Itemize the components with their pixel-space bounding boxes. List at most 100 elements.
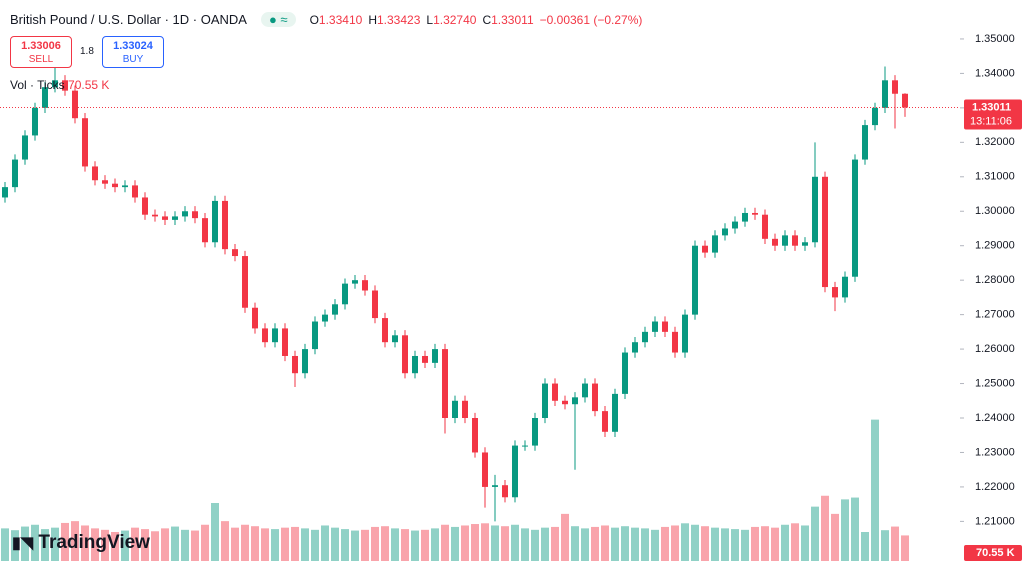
volume-bar [591, 526, 599, 561]
candle-body [572, 397, 578, 405]
volume-value: 70.55 K [68, 78, 110, 92]
volume-bar [661, 526, 669, 561]
candle-body [512, 445, 518, 498]
volume-bar [721, 528, 729, 561]
volume-bar [181, 529, 189, 561]
ohlc-item: O1.33410 [310, 13, 363, 27]
candle-body [852, 159, 858, 277]
symbol-title[interactable]: British Pound / U.S. Dollar · 1D · OANDA [10, 12, 247, 27]
volume-bar [271, 529, 279, 561]
volume-bar [431, 528, 439, 561]
y-tick-label: 1.25000 [975, 377, 1015, 389]
ohlc-key: L [426, 12, 434, 27]
candle-body [862, 125, 868, 160]
volume-bar [541, 527, 549, 561]
volume-bar [631, 527, 639, 561]
volume-bar [351, 530, 359, 561]
volume-legend: Vol · Ticks 70.55 K [10, 78, 109, 92]
candle-body [802, 242, 808, 246]
candle-body [42, 87, 48, 108]
candle-body [472, 418, 478, 453]
candle-body [382, 318, 388, 343]
candle-body [752, 212, 758, 215]
candle-body [152, 214, 158, 217]
candle-body [772, 238, 778, 246]
candle-body [892, 80, 898, 94]
volume-bar [261, 528, 269, 561]
volume-bar [371, 526, 379, 561]
volume-bar [381, 526, 389, 561]
candle-body [342, 283, 348, 305]
candle-body [712, 235, 718, 253]
candle-body [532, 418, 538, 446]
ohlc-value: 1.33410 [318, 12, 363, 27]
candle-body [782, 235, 788, 246]
volume-bar [791, 523, 799, 561]
candle-body [592, 383, 598, 412]
buy-button[interactable]: 1.33024 BUY [102, 36, 164, 68]
countdown: 13:11:06 [970, 115, 1012, 127]
volume-bar [871, 419, 879, 561]
volume-bar [731, 529, 739, 561]
volume-bar [491, 525, 499, 561]
volume-bar [321, 525, 329, 561]
volume-bar [341, 529, 349, 561]
volume-bar [851, 497, 859, 561]
candle-body [292, 355, 298, 374]
volume-bar [511, 524, 519, 561]
volume-bar [741, 529, 749, 561]
y-tick-label: 1.32000 [975, 136, 1015, 148]
volume-bar [841, 499, 849, 561]
y-tick-label: 1.31000 [975, 171, 1015, 183]
volume-bar [691, 524, 699, 561]
volume-bar [71, 521, 79, 561]
volume-axis-label: 70.55 K [976, 547, 1015, 559]
candle-body [872, 107, 878, 126]
candle-body [732, 221, 738, 229]
candle-body [112, 183, 118, 188]
candle-body [82, 118, 88, 167]
ohlc-key: O [309, 12, 319, 27]
volume-bar [561, 513, 569, 561]
candle-body [332, 304, 338, 315]
candle-body [652, 321, 658, 332]
candle-body [432, 349, 438, 363]
logo: ▮◥ TradingView [12, 532, 150, 553]
indicator-pill[interactable]: ● ≈ [260, 12, 296, 27]
volume-bar [391, 528, 399, 561]
volume-bar [761, 526, 769, 561]
volume-bar [361, 529, 369, 561]
volume-bar [441, 524, 449, 561]
last-price-box [964, 99, 1022, 130]
candle-body [252, 307, 258, 329]
sell-button[interactable]: 1.33006 SELL [10, 36, 72, 68]
candle-body [632, 342, 638, 353]
volume-bar [241, 524, 249, 561]
candle-body [182, 211, 188, 217]
candle-body [452, 400, 458, 419]
volume-bar [51, 527, 59, 561]
y-tick-label: 1.22000 [975, 481, 1015, 493]
volume-bar [131, 527, 139, 561]
volume-bar [481, 523, 489, 561]
candle-body [302, 349, 308, 374]
volume-bar [161, 528, 169, 561]
candle-body [482, 452, 488, 487]
candle-body [682, 314, 688, 353]
y-tick-label: 1.30000 [975, 205, 1015, 217]
volume-bar [331, 527, 339, 561]
volume-bar [411, 530, 419, 561]
ohlc-value: 1.33011 [491, 12, 534, 27]
candle-body [702, 245, 708, 253]
volume-bar [551, 526, 559, 561]
candle-body [412, 355, 418, 374]
volume-bar [281, 527, 289, 561]
volume-bar [141, 529, 149, 561]
candle-body [792, 235, 798, 246]
candle-body [552, 383, 558, 401]
volume-bar [771, 527, 779, 561]
volume-bar [781, 524, 789, 561]
candle-body [212, 200, 218, 243]
